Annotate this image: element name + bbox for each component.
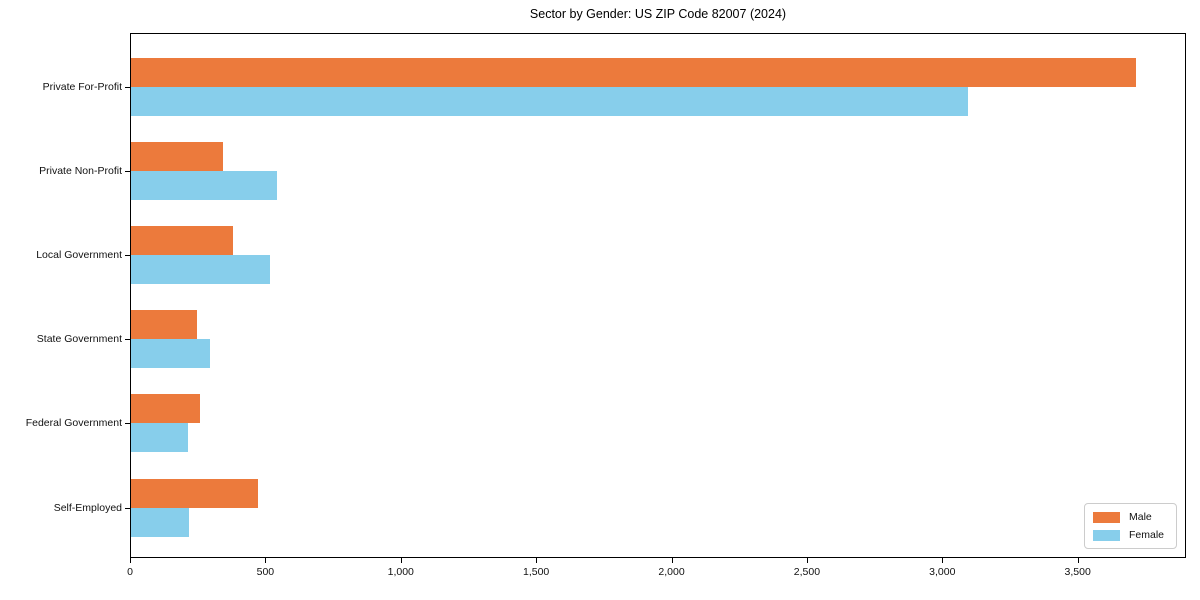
bar-female-1 xyxy=(131,171,278,201)
y-axis-label: Local Government xyxy=(36,249,122,262)
x-tick-label: 500 xyxy=(256,566,275,578)
x-tick xyxy=(942,558,944,563)
y-tick xyxy=(125,255,130,257)
y-axis-label: Self-Employed xyxy=(53,501,122,514)
x-tick-label: 2,500 xyxy=(793,566,821,578)
bar-female-5 xyxy=(131,507,190,537)
x-tick xyxy=(1077,558,1079,563)
bar-female-2 xyxy=(131,255,271,285)
y-tick xyxy=(125,171,130,173)
bar-female-0 xyxy=(131,87,968,116)
bar-female-4 xyxy=(131,423,188,453)
chart-title: Sector by Gender: US ZIP Code 82007 (202… xyxy=(529,7,787,21)
x-tick-label: 3,000 xyxy=(929,566,956,578)
plot-area: Male Female xyxy=(130,33,1186,558)
legend-label: Male xyxy=(1128,511,1152,523)
x-tick-label: 2,000 xyxy=(658,566,685,578)
y-axis-label: State Government xyxy=(36,333,122,346)
y-tick xyxy=(125,507,130,509)
x-tick-label: 1,500 xyxy=(523,566,550,578)
legend-label: Female xyxy=(1128,529,1164,541)
legend-item-female: Female xyxy=(1092,529,1164,541)
x-tick xyxy=(265,558,267,563)
legend-item-male: Male xyxy=(1092,511,1164,523)
y-tick xyxy=(125,339,130,341)
y-axis-label: Federal Government xyxy=(25,417,122,430)
legend-swatch-male xyxy=(1092,511,1120,523)
bar-female-3 xyxy=(131,339,210,369)
bar-male-1 xyxy=(131,142,224,172)
x-tick-label: 3,500 xyxy=(1064,566,1091,578)
legend: Male Female xyxy=(1083,503,1177,549)
x-tick xyxy=(806,558,808,563)
y-axis-label: Private For-Profit xyxy=(42,81,122,93)
y-tick xyxy=(125,423,130,425)
bar-male-0 xyxy=(131,58,1136,87)
y-tick xyxy=(125,87,130,88)
legend-swatch-female xyxy=(1092,529,1120,541)
y-axis-label: Private Non-Profit xyxy=(39,165,122,178)
x-tick xyxy=(536,558,538,563)
bar-male-3 xyxy=(131,310,198,340)
x-tick-label: 0 xyxy=(127,566,133,578)
bar-male-5 xyxy=(131,478,259,508)
bar-male-4 xyxy=(131,394,201,424)
x-tick xyxy=(130,558,131,563)
x-tick xyxy=(400,558,402,563)
x-tick-label: 1,000 xyxy=(387,566,414,578)
bar-male-2 xyxy=(131,226,233,256)
x-tick xyxy=(671,558,673,563)
